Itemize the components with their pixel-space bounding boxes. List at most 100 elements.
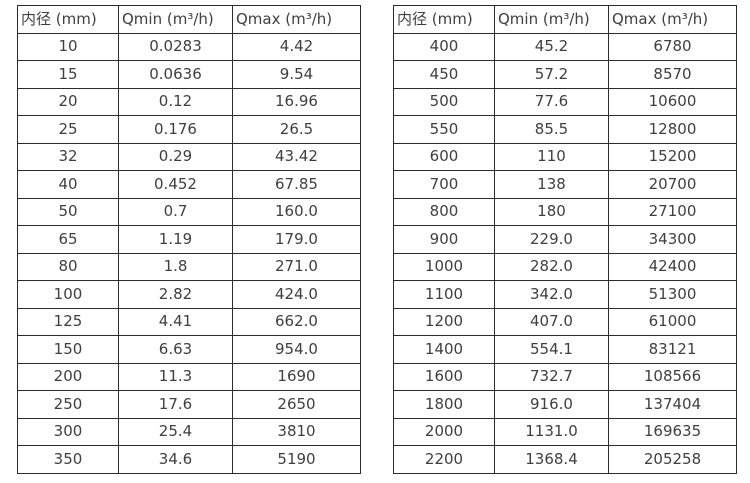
table-cell: 407.0 <box>494 307 609 336</box>
table-row: 450 57.2 8570 <box>393 60 737 89</box>
table-row: 550 85.5 12800 <box>393 115 737 144</box>
table-row: 40 0.452 67.85 <box>17 170 361 199</box>
table-cell: 205258 <box>608 445 737 474</box>
table-cell: 15200 <box>608 142 737 171</box>
table-cell: 0.29 <box>118 142 233 171</box>
table-cell: 0.7 <box>118 197 233 226</box>
table-row: 20 0.12 16.96 <box>17 87 361 116</box>
table-row: 15 0.0636 9.54 <box>17 60 361 89</box>
table-cell: 554.1 <box>494 335 609 364</box>
column-header: Qmin (m³/h) <box>494 5 609 34</box>
table-cell: 662.0 <box>232 307 361 336</box>
table-cell: 200 <box>17 362 119 391</box>
table-row: 2200 1368.4 205258 <box>393 445 737 474</box>
table-row: 800 180 27100 <box>393 197 737 226</box>
table-row: 200 11.3 1690 <box>17 362 361 391</box>
table-row: 65 1.19 179.0 <box>17 225 361 254</box>
table-row: 2000 1131.0 169635 <box>393 417 737 446</box>
table-cell: 5190 <box>232 445 361 474</box>
table-cell: 500 <box>393 87 495 116</box>
table-row: 250 17.6 2650 <box>17 390 361 419</box>
table-row: 1200 407.0 61000 <box>393 307 737 336</box>
table-cell: 400 <box>393 32 495 61</box>
table-cell: 450 <box>393 60 495 89</box>
table-cell: 1690 <box>232 362 361 391</box>
table-cell: 110 <box>494 142 609 171</box>
table-row: 500 77.6 10600 <box>393 87 737 116</box>
table-cell: 77.6 <box>494 87 609 116</box>
column-header: 内径 (mm) <box>393 5 495 34</box>
table-cell: 271.0 <box>232 252 361 281</box>
table-cell: 43.42 <box>232 142 361 171</box>
table-row: 1800 916.0 137404 <box>393 390 737 419</box>
flow-range-table-dn400-2200: 内径 (mm) Qmin (m³/h) Qmax (m³/h) 400 45.2 6780… <box>393 5 737 474</box>
table-cell: 80 <box>17 252 119 281</box>
table-cell: 900 <box>393 225 495 254</box>
table-cell: 100 <box>17 280 119 309</box>
table-row: 300 25.4 3810 <box>17 417 361 446</box>
table-cell: 34.6 <box>118 445 233 474</box>
table-cell: 11.3 <box>118 362 233 391</box>
table-cell: 1400 <box>393 335 495 364</box>
table-cell: 2000 <box>393 417 495 446</box>
table-cell: 1000 <box>393 252 495 281</box>
table-cell: 732.7 <box>494 362 609 391</box>
table-row: 32 0.29 43.42 <box>17 142 361 171</box>
table-row: 100 2.82 424.0 <box>17 280 361 309</box>
table-cell: 954.0 <box>232 335 361 364</box>
table-cell: 350 <box>17 445 119 474</box>
flow-range-tables: 内径 (mm) Qmin (m³/h) Qmax (m³/h) 10 0.0283 4.4… <box>17 5 737 474</box>
table-cell: 342.0 <box>494 280 609 309</box>
table-cell: 45.2 <box>494 32 609 61</box>
table-cell: 282.0 <box>494 252 609 281</box>
table-cell: 8570 <box>608 60 737 89</box>
column-header: Qmin (m³/h) <box>118 5 233 34</box>
table-cell: 20 <box>17 87 119 116</box>
table-cell: 138 <box>494 170 609 199</box>
table-row: 50 0.7 160.0 <box>17 197 361 226</box>
table-cell: 15 <box>17 60 119 89</box>
table-cell: 85.5 <box>494 115 609 144</box>
table-cell: 600 <box>393 142 495 171</box>
table-cell: 1.8 <box>118 252 233 281</box>
header-row: 内径 (mm) Qmin (m³/h) Qmax (m³/h) <box>17 5 361 34</box>
table-cell: 9.54 <box>232 60 361 89</box>
table-row: 600 110 15200 <box>393 142 737 171</box>
table-cell: 67.85 <box>232 170 361 199</box>
column-header: 内径 (mm) <box>17 5 119 34</box>
table-cell: 300 <box>17 417 119 446</box>
table-row: 1400 554.1 83121 <box>393 335 737 364</box>
table-cell: 179.0 <box>232 225 361 254</box>
table-cell: 1600 <box>393 362 495 391</box>
table-cell: 26.5 <box>232 115 361 144</box>
table-row: 10 0.0283 4.42 <box>17 32 361 61</box>
table-cell: 1368.4 <box>494 445 609 474</box>
table-cell: 137404 <box>608 390 737 419</box>
table-cell: 0.176 <box>118 115 233 144</box>
table-cell: 17.6 <box>118 390 233 419</box>
table-cell: 0.12 <box>118 87 233 116</box>
table-cell: 1100 <box>393 280 495 309</box>
table-cell: 32 <box>17 142 119 171</box>
table-cell: 160.0 <box>232 197 361 226</box>
header-row: 内径 (mm) Qmin (m³/h) Qmax (m³/h) <box>393 5 737 34</box>
table-row: 400 45.2 6780 <box>393 32 737 61</box>
table-cell: 108566 <box>608 362 737 391</box>
table-cell: 61000 <box>608 307 737 336</box>
table-cell: 4.41 <box>118 307 233 336</box>
table-cell: 180 <box>494 197 609 226</box>
table-cell: 16.96 <box>232 87 361 116</box>
table-cell: 50 <box>17 197 119 226</box>
table-cell: 3810 <box>232 417 361 446</box>
table-cell: 65 <box>17 225 119 254</box>
column-header: Qmax (m³/h) <box>232 5 361 34</box>
table-cell: 700 <box>393 170 495 199</box>
table-cell: 0.0636 <box>118 60 233 89</box>
table-cell: 1200 <box>393 307 495 336</box>
table-row: 350 34.6 5190 <box>17 445 361 474</box>
table-cell: 10 <box>17 32 119 61</box>
table-row: 1000 282.0 42400 <box>393 252 737 281</box>
table-cell: 40 <box>17 170 119 199</box>
table-cell: 1131.0 <box>494 417 609 446</box>
table-cell: 20700 <box>608 170 737 199</box>
